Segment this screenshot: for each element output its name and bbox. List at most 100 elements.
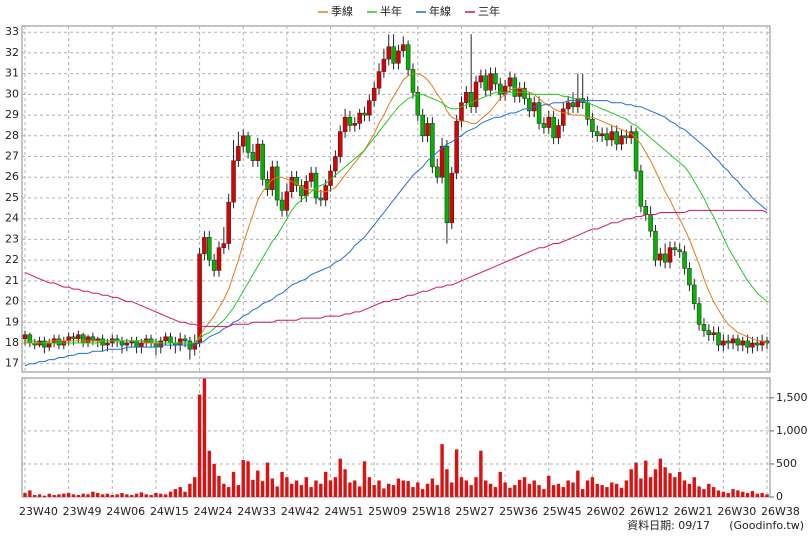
volume-bar	[416, 482, 420, 497]
x-tick-label: 26W12	[630, 505, 669, 518]
candle-body	[595, 131, 600, 137]
volume-bar	[338, 458, 342, 497]
ma-line	[25, 73, 768, 344]
volume-bar	[508, 487, 512, 497]
volume-bar	[343, 469, 347, 497]
volume-bar	[469, 485, 473, 497]
volume-bar	[731, 489, 735, 497]
candle-body	[245, 135, 251, 153]
legend-label: 三年	[478, 4, 500, 18]
volume-bar	[57, 494, 61, 497]
volume-bar	[450, 482, 454, 497]
candle-body	[755, 342, 760, 346]
volume-bar	[488, 483, 493, 497]
candle-body	[454, 121, 459, 174]
volume-bar	[716, 490, 721, 497]
candle-body	[71, 336, 76, 340]
x-tick-label: 25W09	[368, 505, 407, 518]
x-tick-label: 26W21	[674, 505, 713, 518]
volume-bar	[212, 463, 216, 497]
volume-bar	[653, 469, 658, 497]
x-tick-label: 23W40	[19, 505, 58, 518]
candle-body	[750, 342, 755, 348]
volume-bar	[256, 470, 260, 497]
volume-bar	[721, 491, 726, 497]
y-tick-label: 32	[5, 46, 19, 59]
candle-body	[599, 133, 605, 137]
candle-body	[459, 102, 464, 122]
x-tick-label: 26W30	[717, 505, 756, 518]
candle-body	[352, 123, 358, 126]
y-tick-label: 20	[5, 295, 19, 308]
volume-bar	[275, 486, 279, 497]
candle-body	[333, 156, 338, 172]
volume-bar	[614, 483, 619, 497]
volume-bar	[517, 479, 522, 497]
candle-body	[740, 340, 746, 346]
candle-body	[609, 131, 615, 141]
candle-body	[391, 46, 396, 64]
candle-body	[202, 237, 207, 255]
volume-bar	[755, 493, 760, 497]
candle-body	[405, 44, 411, 70]
ma-line	[24, 209, 768, 327]
volume-bar	[527, 483, 532, 497]
x-tick-label: 25W18	[412, 505, 451, 518]
volume-bar	[362, 461, 367, 497]
volume-bar	[222, 483, 226, 497]
volume-bar	[629, 469, 633, 497]
x-tick-label: 24W42	[281, 505, 320, 518]
volume-bar	[139, 492, 144, 497]
volume-bar	[702, 489, 706, 497]
volume-bar	[454, 449, 459, 497]
volume-bar	[309, 487, 313, 497]
x-tick-label: 24W51	[325, 505, 364, 518]
candle-body	[735, 338, 741, 346]
volume-tick-label: 1,500	[776, 391, 808, 404]
volume-bar	[605, 487, 609, 497]
candle-body	[614, 131, 619, 145]
volume-bar	[23, 493, 27, 497]
candle-body	[56, 338, 62, 346]
volume-bar	[445, 469, 449, 497]
source: (Goodinfo.tw)	[729, 519, 804, 532]
legend: 季線 半年 年線 三年	[318, 4, 500, 18]
x-tick-label: 26W38	[761, 505, 800, 518]
y-tick-label: 17	[5, 357, 19, 370]
x-tick-label: 24W24	[194, 505, 233, 518]
volume-bar	[367, 477, 372, 497]
ma-line	[25, 91, 768, 344]
candle-body	[76, 334, 81, 340]
candle-body	[536, 102, 542, 124]
volume-bar	[270, 478, 275, 497]
candle-body	[604, 133, 610, 141]
volume-bar	[561, 487, 566, 497]
volume-bar	[96, 493, 100, 497]
candle-body	[323, 185, 328, 201]
volume-bar	[547, 475, 551, 497]
candle-body	[337, 131, 343, 157]
volume-bar	[149, 495, 153, 497]
volume-bar	[765, 494, 769, 497]
volume-bar	[32, 495, 37, 497]
volume-bar	[425, 483, 430, 497]
candle-body	[561, 108, 566, 126]
volume-bar	[610, 482, 614, 497]
candle-body	[658, 253, 663, 261]
volume-bar	[382, 488, 386, 497]
volume-bar	[260, 481, 265, 497]
candle-body	[493, 73, 498, 85]
candle-body	[168, 336, 173, 344]
candle-body	[318, 197, 324, 201]
candle-body	[672, 247, 678, 251]
candle-body	[439, 145, 445, 178]
candle-body	[207, 237, 212, 261]
volume-bar	[333, 477, 338, 497]
y-tick-label: 26	[5, 170, 19, 183]
candle-body	[240, 135, 246, 147]
volume-bar	[353, 480, 357, 497]
candle-body	[638, 170, 644, 207]
volume-tick-label: 0	[776, 490, 783, 503]
x-tick-label: 24W06	[106, 505, 145, 518]
candle-body	[313, 172, 319, 199]
